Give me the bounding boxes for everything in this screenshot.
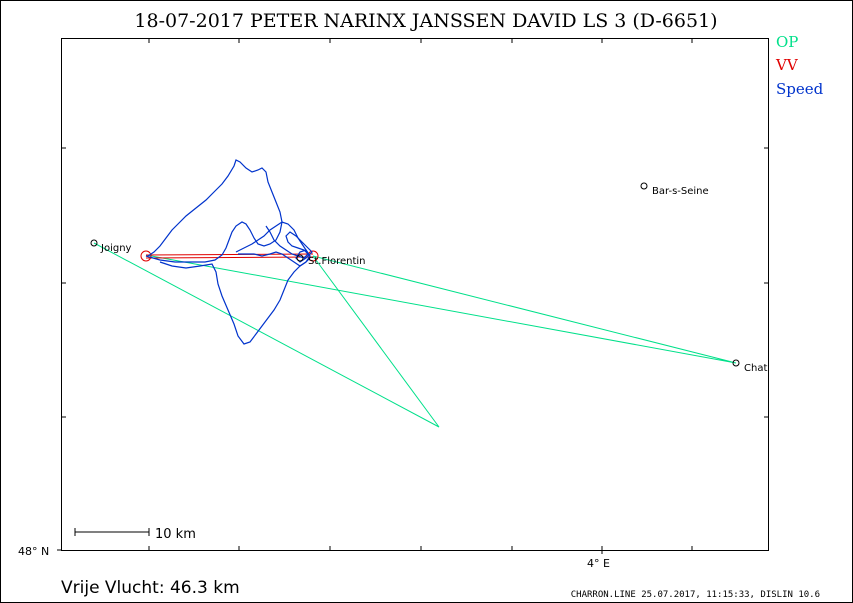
place-label-st-florentin: St.Florentin bbox=[308, 256, 366, 267]
plot-frame bbox=[61, 38, 769, 551]
map-title: 18-07-2017 PETER NARINX JANSSEN DAVID LS… bbox=[134, 10, 717, 32]
op-task-lines bbox=[93, 242, 737, 428]
op-leg-east bbox=[145, 254, 737, 364]
legend-speed: Speed bbox=[776, 80, 824, 98]
axis-ticks bbox=[57, 39, 768, 554]
vv-start-circle bbox=[140, 250, 152, 262]
op-leg-south bbox=[93, 242, 440, 428]
track-outer-loop bbox=[145, 159, 283, 263]
legend-op: OP bbox=[776, 33, 798, 51]
track-inner-loop bbox=[235, 221, 311, 267]
longitude-label: 4° E bbox=[587, 557, 610, 570]
scale-bar-label: 10 km bbox=[155, 527, 196, 542]
track-thermal-cluster bbox=[265, 225, 313, 263]
marker-joigny bbox=[90, 239, 98, 247]
place-markers bbox=[90, 182, 740, 367]
latitude-label: 48° N bbox=[18, 545, 49, 558]
software-credit: CHARRON.LINE 25.07.2017, 11:15:33, DISLI… bbox=[571, 590, 820, 600]
marker-st-florentin bbox=[296, 254, 304, 262]
vv-line bbox=[140, 250, 319, 262]
marker-chat bbox=[732, 359, 740, 367]
place-label-chat: Chat bbox=[744, 363, 767, 374]
scale-bar bbox=[74, 528, 150, 536]
marker-bar-s-seine bbox=[640, 182, 648, 190]
legend-vv: VV bbox=[775, 56, 799, 74]
free-flight-distance: Vrije Vlucht: 46.3 km bbox=[61, 578, 240, 598]
place-label-joigny: Joigny bbox=[100, 243, 132, 254]
flight-track bbox=[145, 159, 313, 345]
track-south-loop bbox=[159, 257, 311, 345]
place-label-bar-s-seine: Bar-s-Seine bbox=[652, 186, 709, 197]
